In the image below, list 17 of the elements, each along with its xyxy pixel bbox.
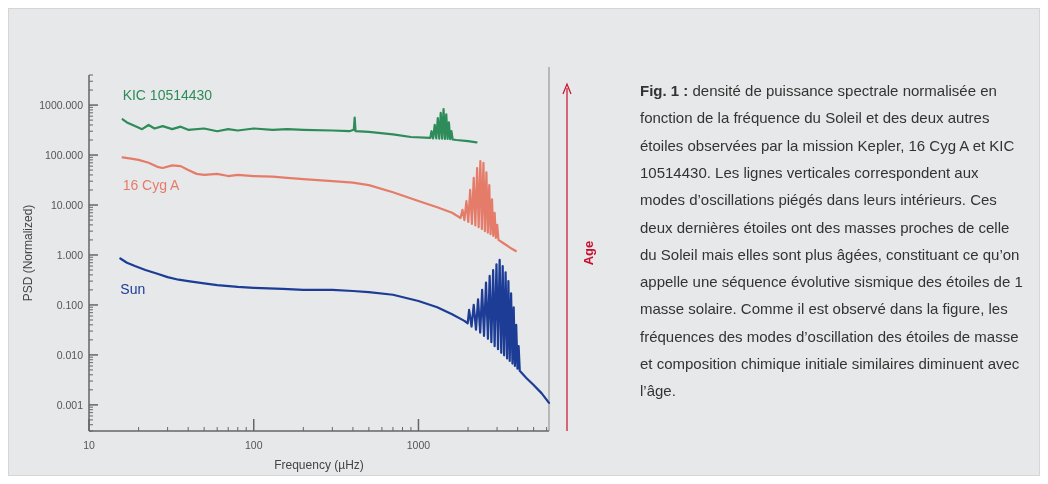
- y-tick-label: 1000.000: [39, 98, 84, 111]
- x-tick-label: 100: [244, 439, 263, 451]
- series-label: 16 Cyg A: [122, 177, 181, 194]
- y-axis-title: PSD (Normalized): [21, 204, 35, 302]
- series-label: KIC 10514430: [122, 87, 213, 104]
- text: Age: [581, 240, 596, 266]
- caption: Fig. 1 :: [640, 82, 693, 99]
- x-axis-title: Frequency (µHz): [274, 458, 364, 472]
- y-tick-label: 10.000: [50, 198, 84, 211]
- y-tick-label: 0.100: [56, 298, 84, 311]
- x-tick-label: 10: [83, 439, 95, 451]
- y-tick-label: 1.000: [56, 248, 84, 261]
- y-tick-label: 0.010: [56, 348, 84, 361]
- x-tick-label: 1000: [406, 439, 431, 451]
- y-tick-label: 0.001: [56, 398, 84, 411]
- y-tick-label: 100.000: [45, 148, 84, 161]
- series-label: Sun: [120, 280, 146, 297]
